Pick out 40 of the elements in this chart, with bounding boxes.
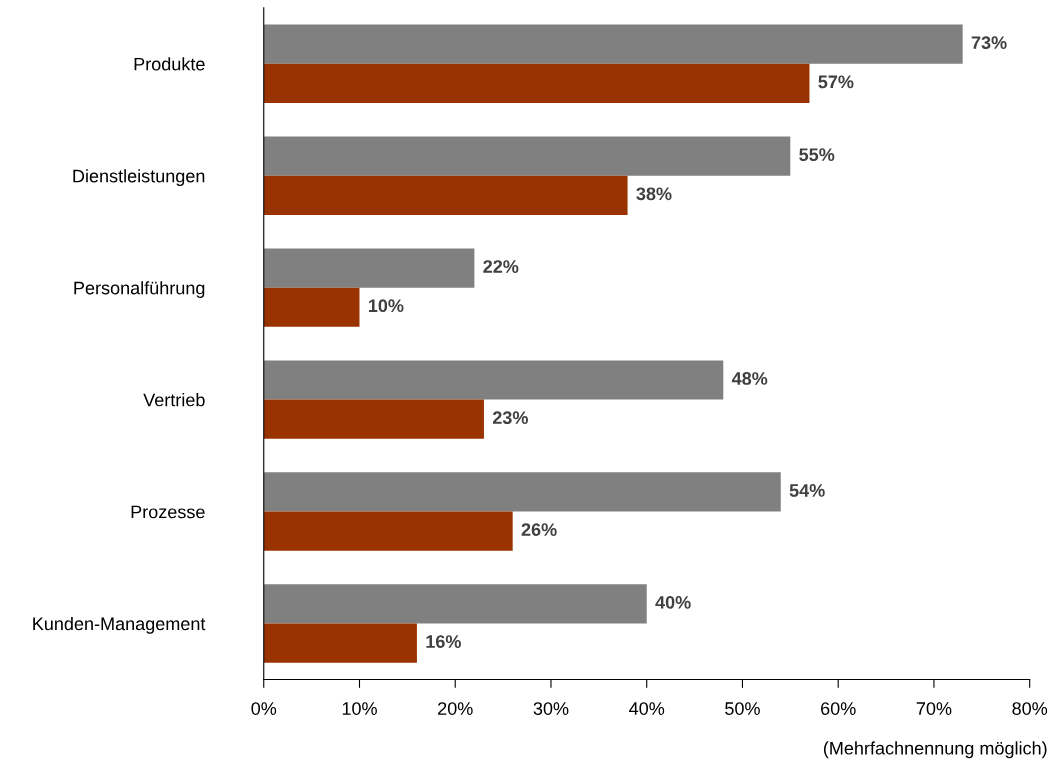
bar	[263, 360, 724, 400]
x-tick-label: 20%	[438, 702, 473, 715]
data-label: 55%	[799, 148, 835, 161]
y-tick-label: Personalführung	[74, 281, 205, 298]
data-label: 22%	[483, 260, 519, 273]
bar	[263, 584, 647, 624]
x-tick-label: 30%	[533, 702, 569, 715]
data-label: 73%	[971, 36, 1007, 50]
text: (Mehrfachnennung möglich)	[823, 741, 1047, 759]
data-label: 10%	[368, 299, 404, 313]
bar	[263, 287, 360, 327]
bar	[263, 472, 781, 512]
x-tick-label: 60%	[821, 702, 856, 715]
x-tick-label: 70%	[916, 702, 952, 715]
data-label: 57%	[818, 75, 854, 89]
bar	[263, 63, 810, 103]
bar	[263, 511, 513, 551]
bar	[263, 248, 475, 288]
data-label: 23%	[492, 411, 528, 425]
bar	[263, 24, 963, 64]
x-tick-label: 50%	[725, 702, 760, 715]
data-label: 26%	[521, 523, 557, 536]
bar	[263, 399, 484, 439]
bar	[263, 623, 417, 663]
data-label: 48%	[731, 372, 768, 385]
y-tick-label: Dienstleistungen	[73, 169, 205, 187]
data-label: 40%	[655, 595, 691, 609]
x-tick-label: 40%	[629, 702, 665, 715]
y-tick-label: Vertrieb	[143, 393, 205, 407]
y-tick-label: Produkte	[134, 57, 205, 71]
data-label: 16%	[426, 635, 461, 648]
bar	[263, 136, 791, 176]
bar	[263, 175, 628, 215]
y-tick-label: Kunden-Management	[33, 616, 206, 634]
y-tick-label: Prozesse	[131, 505, 205, 519]
x-tick-label: 10%	[342, 702, 377, 715]
x-tick-label: 80%	[1012, 702, 1048, 715]
data-label: 38%	[636, 187, 672, 201]
x-tick-label: 0%	[251, 702, 277, 715]
data-label: 54%	[789, 484, 825, 497]
